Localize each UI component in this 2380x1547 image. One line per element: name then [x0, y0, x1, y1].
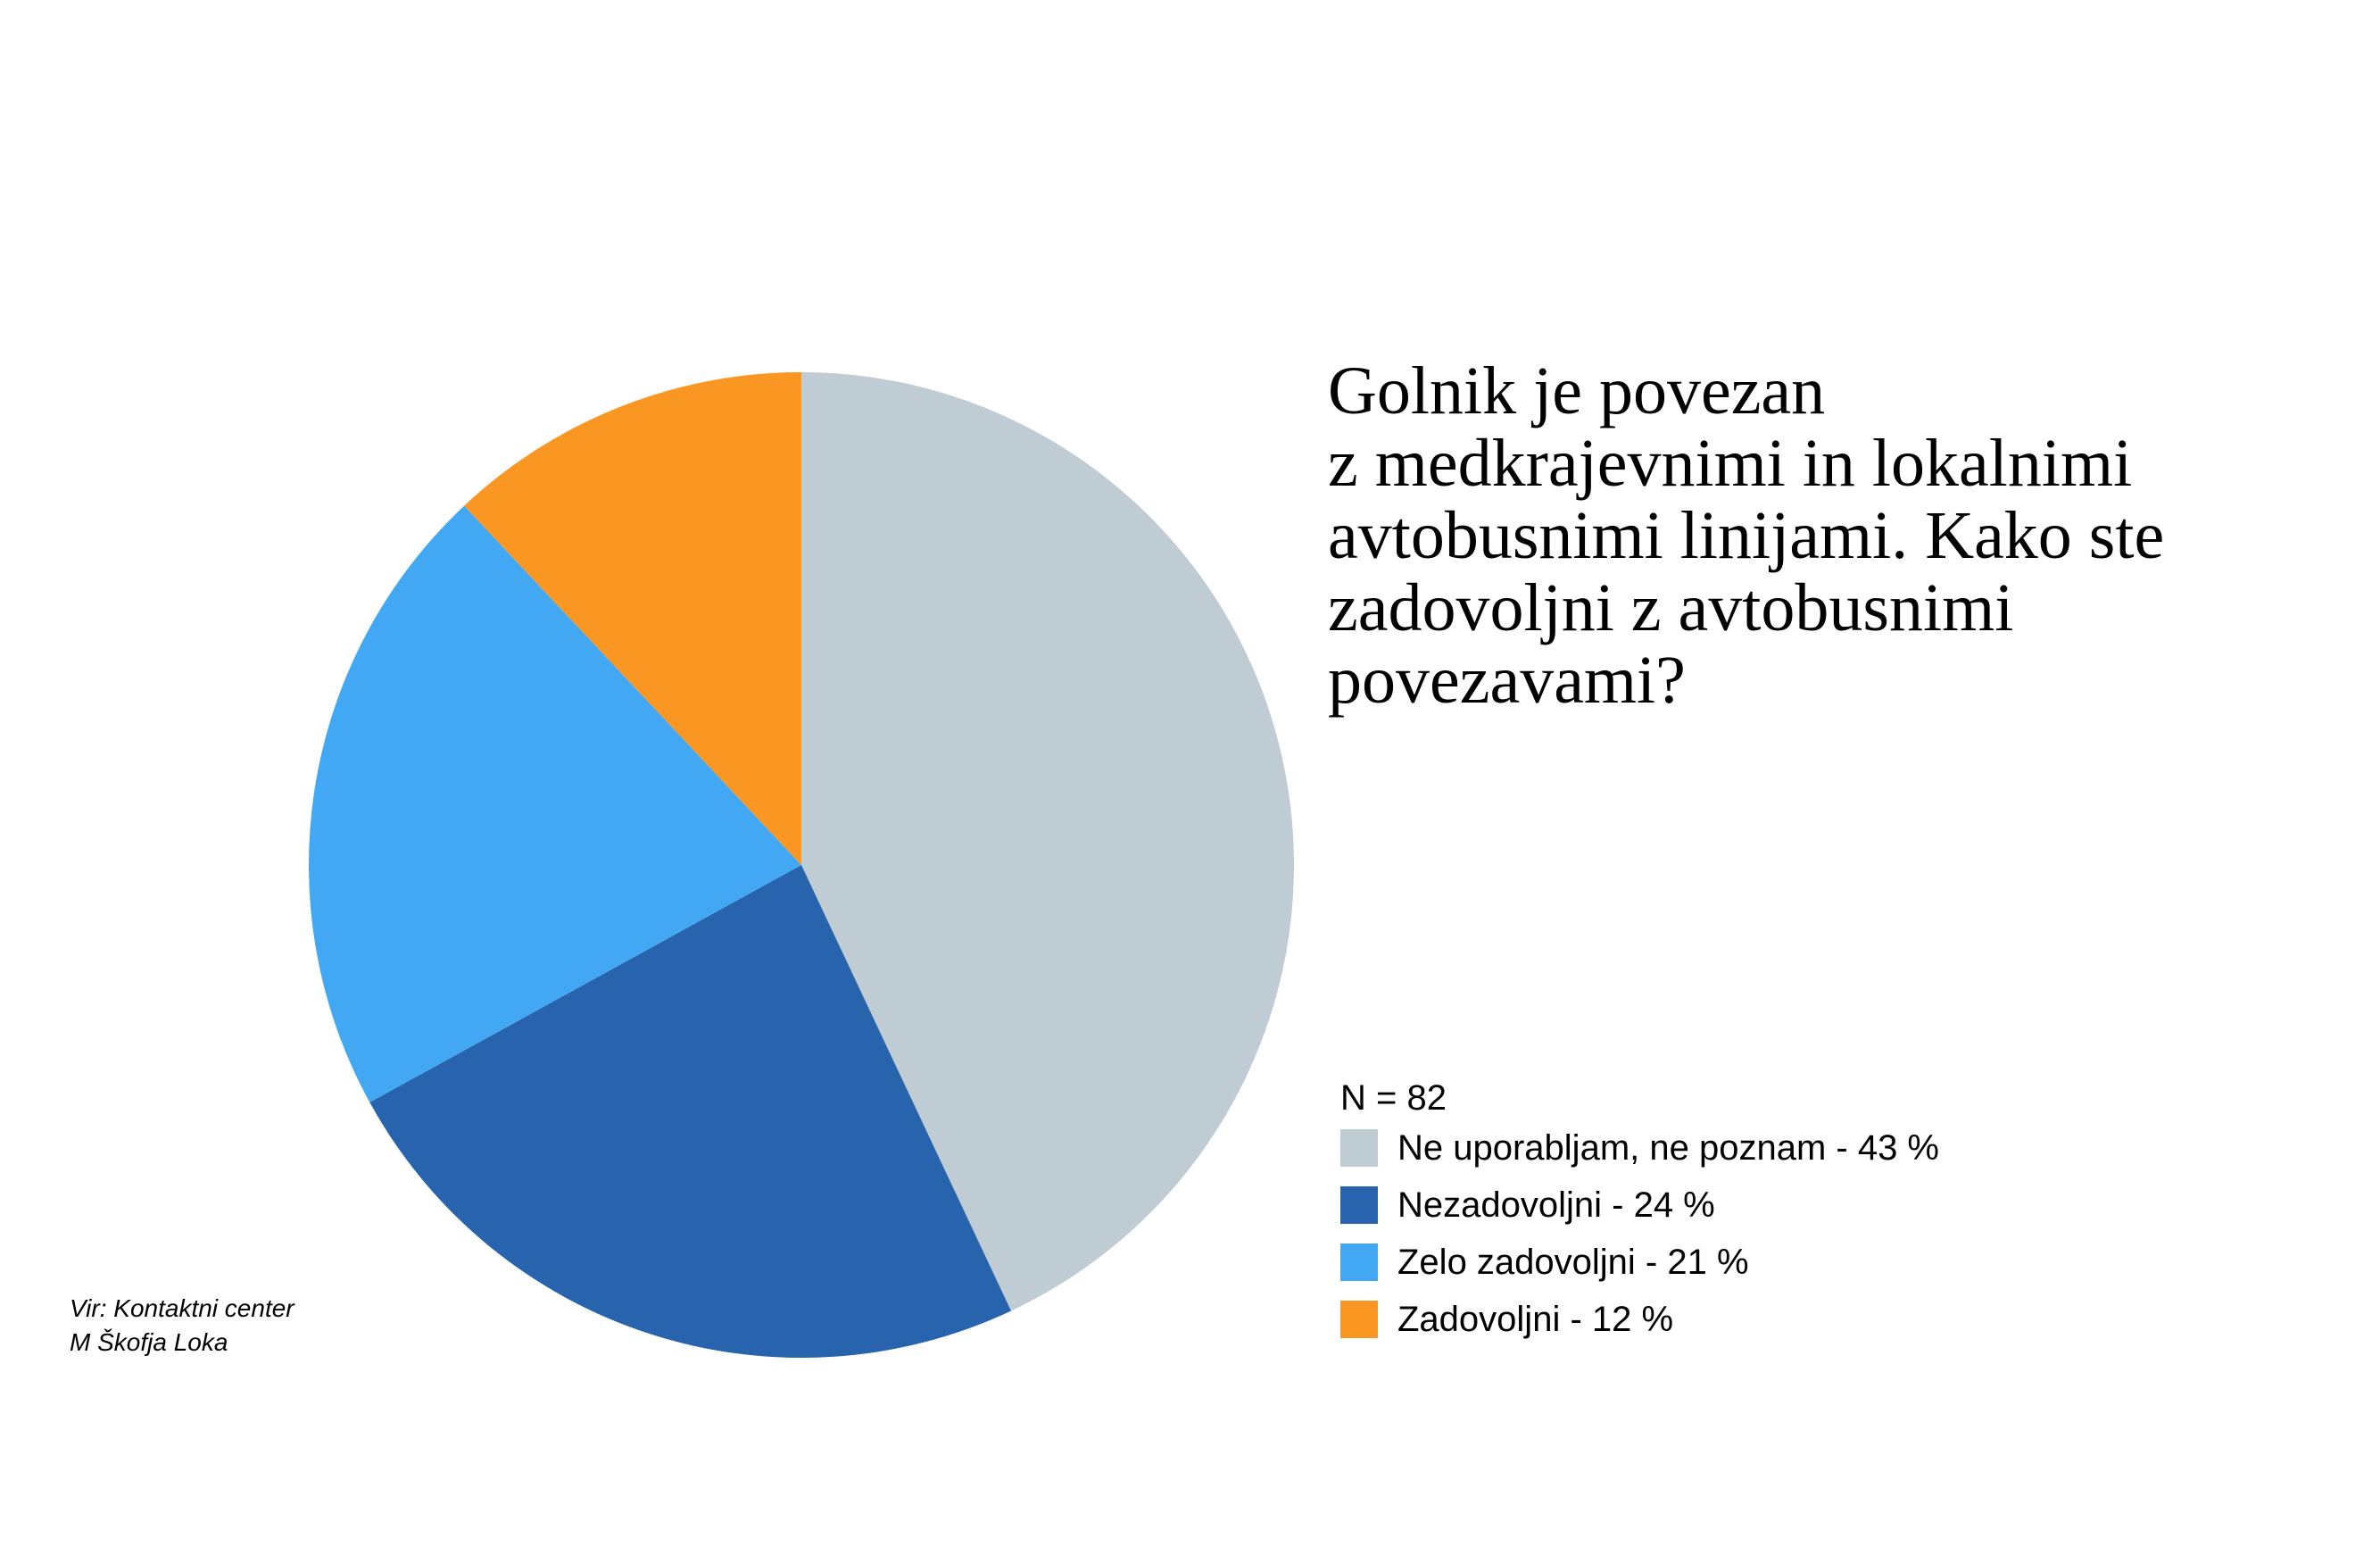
legend-label: Nezadovoljni - 24 % [1397, 1185, 1715, 1225]
legend-item-ne-uporabljam: Ne uporabljam, ne poznam - 43 % [1340, 1128, 1939, 1186]
source-note: Vir: Kontaktni center M Škofja Loka [70, 1292, 294, 1360]
source-line-1: Vir: Kontaktni center [70, 1294, 294, 1322]
title-line-4: zadovoljni z avtobusnimi [1328, 570, 2014, 645]
legend-swatch [1340, 1243, 1378, 1281]
title-line-1: Golnik je povezan [1328, 353, 1826, 428]
legend: N = 82 Ne uporabljam, ne poznam - 43 % N… [1340, 1076, 1939, 1358]
legend-label: Zadovoljni - 12 % [1397, 1300, 1674, 1339]
source-line-2: M Škofja Loka [70, 1328, 228, 1356]
legend-item-zelo-zadovoljni: Zelo zadovoljni - 21 % [1340, 1243, 1749, 1301]
chart-title: Golnik je povezan z medkrajevnimi in lok… [1328, 355, 2354, 717]
pie-slice-2 [369, 865, 1012, 1358]
title-line-3: avtobusnimi linijami. Kako ste [1328, 498, 2165, 573]
title-line-5: povezavami? [1328, 643, 1686, 718]
pie-slice-3 [309, 505, 801, 1102]
pie-slice-4 [464, 372, 801, 865]
title-line-2: z medkrajevnimi in lokalnimi [1328, 426, 2133, 501]
pie-slice-1 [801, 372, 1294, 1311]
legend-label: Zelo zadovoljni - 21 % [1397, 1243, 1749, 1282]
legend-swatch [1340, 1186, 1378, 1224]
legend-swatch [1340, 1129, 1378, 1167]
legend-label: Ne uporabljam, ne poznam - 43 % [1397, 1128, 1939, 1168]
legend-swatch [1340, 1301, 1378, 1338]
sample-size-note: N = 82 [1340, 1078, 1447, 1118]
legend-item-nezadovoljni: Nezadovoljni - 24 % [1340, 1185, 1715, 1243]
legend-item-zadovoljni: Zadovoljni - 12 % [1340, 1300, 1673, 1358]
